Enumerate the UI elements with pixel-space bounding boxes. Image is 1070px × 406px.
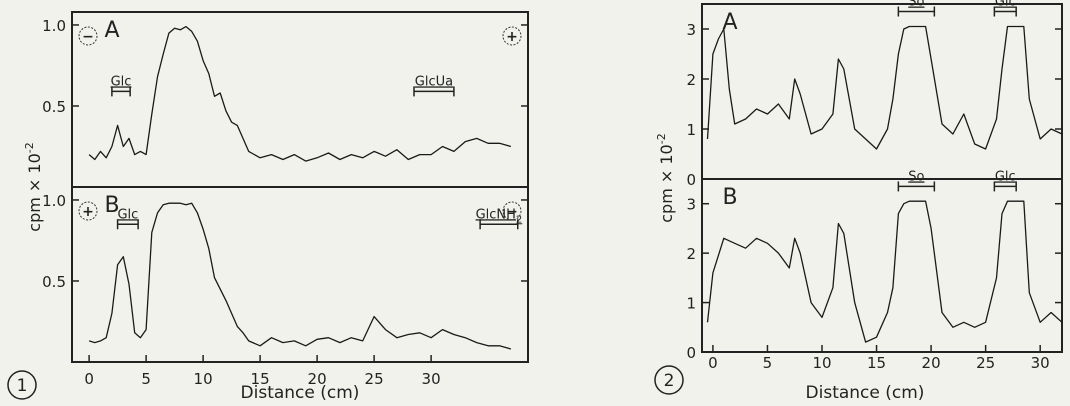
panel-b: 0.5 1.0 B + − Glc GlcNH2 0 5 10 15 20 25 30 (42, 186, 529, 388)
marker-label: Glc (995, 0, 1016, 10)
y-tick-label: 0 (686, 171, 696, 189)
panel-label: B (722, 185, 737, 210)
marker-label: Glc (111, 74, 132, 89)
y-axis-title: cpm × 10-2 (23, 142, 44, 231)
x-tick-label: 20 (922, 354, 941, 372)
y-axis-title-exponent: -2 (23, 142, 36, 153)
marker-label: GlcNH2 (476, 207, 523, 225)
y-tick-label: 3 (686, 21, 696, 39)
panel-frame (71, 11, 529, 188)
x-tick-label: 0 (84, 370, 94, 388)
x-tick-label: 10 (812, 354, 831, 372)
panel-label: B (104, 193, 119, 218)
series-line (88, 202, 512, 350)
x-tick-label: 10 (194, 370, 213, 388)
figure-number: 2 (664, 371, 675, 391)
series-line (706, 25, 1063, 150)
marker-label: So (908, 0, 924, 10)
y-tick-label: 0 (686, 344, 696, 362)
x-tick-label: 5 (763, 354, 773, 372)
y-axis-title: cpm × 10-2 (655, 133, 676, 222)
figure-2: 0 1 2 3 A So Glc 0 1 2 3 B So Glc 0 5 10 15 20 25 30 cpm × 10… (654, 0, 1063, 403)
marker-label-subscript: 2 (516, 214, 522, 225)
y-tick-label: 1 (686, 121, 696, 139)
panel-frame (71, 186, 529, 363)
marker-label: So (908, 169, 924, 184)
panel-frame (701, 178, 1063, 353)
panel-b: 0 1 2 3 B So Glc 0 5 10 15 20 25 30 (686, 169, 1063, 372)
polarity-left-icon (78, 26, 98, 46)
x-axis-title: Distance (cm) (241, 383, 360, 403)
polarity-right-icon (502, 26, 522, 46)
marker-label: Glc (117, 207, 138, 222)
polarity-left-icon (78, 201, 98, 221)
figure-number-circle (7, 370, 37, 400)
figure-number-circle (654, 365, 684, 395)
marker-label: Glc (995, 169, 1016, 184)
y-tick-label: 2 (686, 245, 696, 263)
polarity-right-icon (502, 201, 522, 221)
panel-a: 0 1 2 3 A So Glc (686, 0, 1063, 189)
x-tick-label: 30 (1031, 354, 1050, 372)
panel-label: A (104, 18, 119, 43)
series-line (88, 25, 512, 162)
x-tick-label: 15 (251, 370, 270, 388)
x-tick-label: 25 (976, 354, 995, 372)
y-tick-label: 2 (686, 71, 696, 89)
y-tick-label: 1 (686, 295, 696, 313)
panel-a: 0.5 1.0 A− + Glc GlcUa (42, 11, 529, 188)
y-tick-label: 1.0 (42, 17, 66, 35)
x-axis-title: Distance (cm) (806, 383, 925, 403)
x-tick-label: 0 (708, 354, 718, 372)
series-line (706, 200, 1063, 343)
x-tick-label: 5 (141, 370, 151, 388)
y-axis-title-exponent: -2 (655, 133, 668, 144)
polarity-right-sign: + (506, 29, 518, 45)
panel-frame (701, 3, 1063, 180)
y-tick-label: 3 (686, 196, 696, 214)
y-tick-label: 1.0 (42, 192, 66, 210)
figure-number: 1 (17, 376, 28, 396)
polarity-left-sign: + (82, 204, 94, 220)
polarity-right-sign: − (506, 204, 518, 220)
x-tick-label: 15 (867, 354, 886, 372)
y-tick-label: 0.5 (42, 98, 66, 116)
marker-label: GlcUa (415, 74, 453, 89)
y-tick-label: 0.5 (42, 273, 66, 291)
polarity-left-sign: − (82, 29, 94, 45)
x-tick-label: 20 (308, 370, 327, 388)
x-tick-label: 30 (422, 370, 441, 388)
panel-label: A (722, 10, 737, 35)
x-tick-label: 25 (365, 370, 384, 388)
